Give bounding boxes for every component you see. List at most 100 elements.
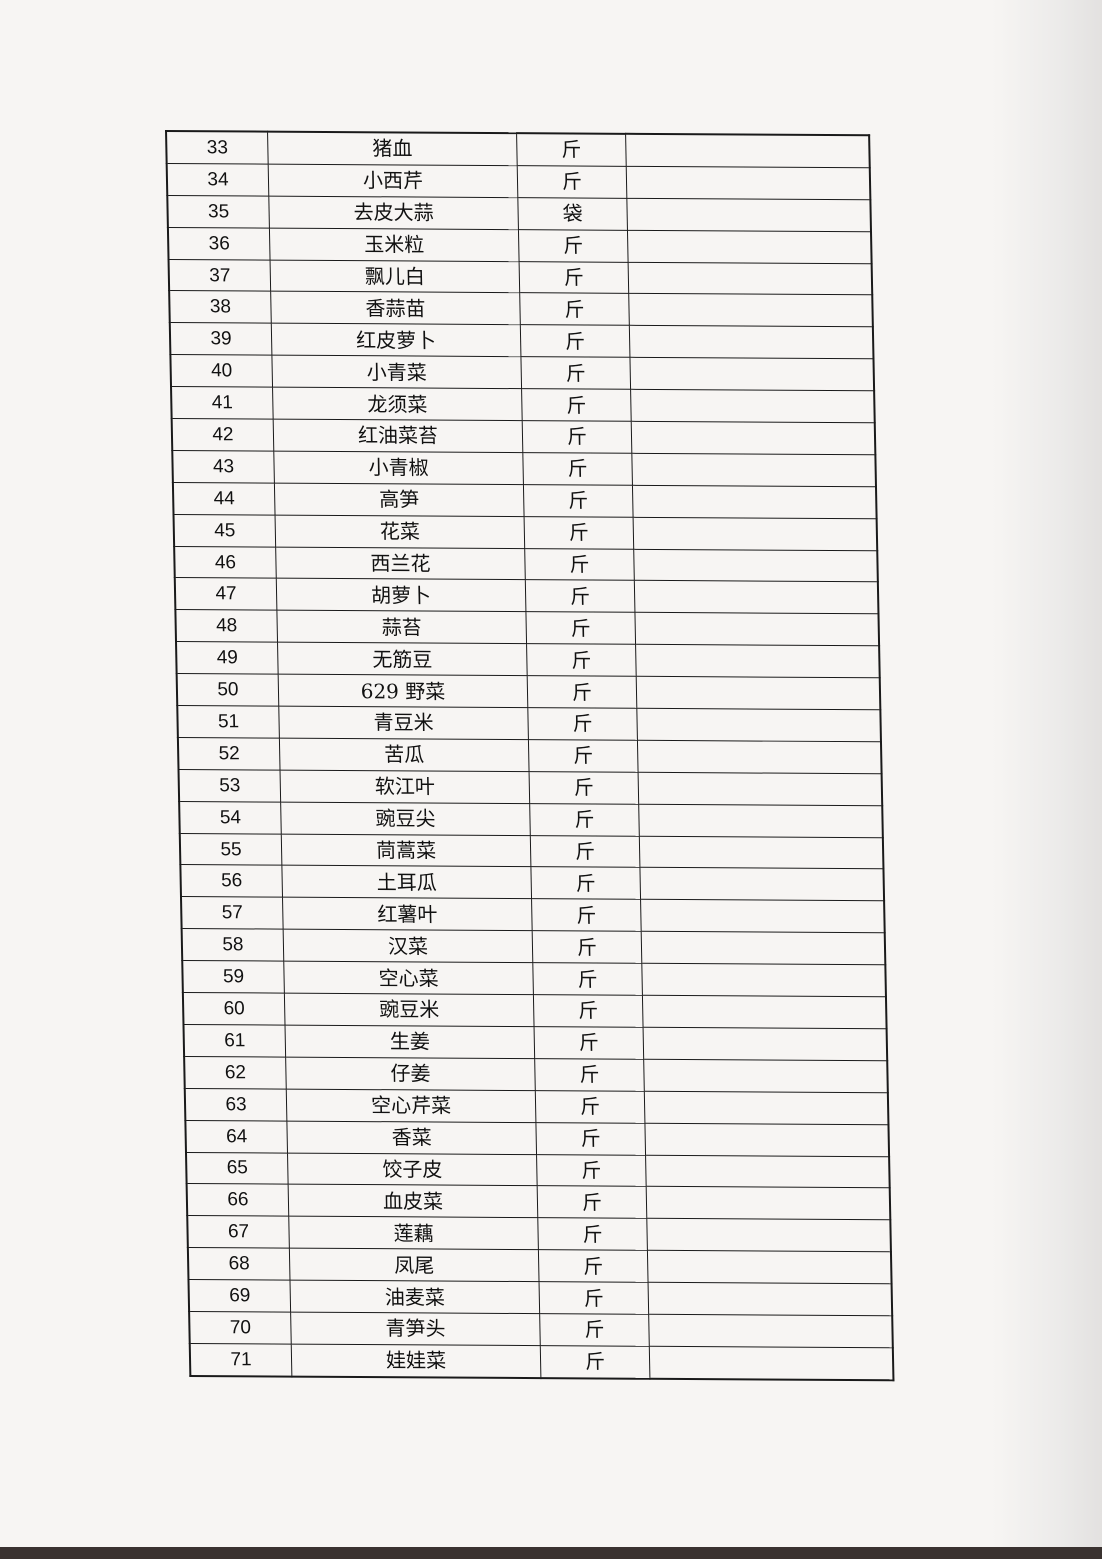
- item-name: 空心芹菜: [286, 1088, 536, 1123]
- row-number: 69: [188, 1279, 291, 1313]
- row-number: 44: [172, 482, 276, 515]
- item-name: 凤尾: [289, 1248, 540, 1282]
- item-name: 茼蒿菜: [281, 833, 531, 868]
- table-row: 39 红皮萝卜斤: [169, 322, 874, 360]
- item-name: 油麦菜: [289, 1280, 540, 1314]
- row-number: 40: [170, 354, 273, 388]
- item-note: [635, 644, 880, 678]
- row-number: 37: [168, 259, 271, 292]
- item-unit: 斤: [534, 1026, 644, 1060]
- table-row: 49 无筋豆斤: [176, 641, 880, 678]
- row-number: 47: [174, 577, 277, 611]
- row-number: 39: [169, 322, 272, 356]
- table-row: 62 仔姜斤: [184, 1056, 888, 1093]
- table-row: 59 空心菜斤: [182, 960, 886, 997]
- item-name: 苦瓜: [279, 738, 530, 772]
- row-number: 38: [169, 290, 272, 324]
- row-number: 55: [179, 833, 282, 866]
- item-note: [633, 548, 878, 583]
- item-note: [637, 740, 882, 774]
- row-number: 52: [177, 737, 281, 770]
- item-unit: 斤: [529, 771, 639, 805]
- row-number: 60: [182, 992, 286, 1026]
- item-name: 胡萝卜: [276, 578, 526, 612]
- item-unit: 斤: [518, 229, 629, 262]
- item-note: [641, 963, 886, 997]
- item-note: [644, 1122, 890, 1157]
- item-unit: 斤: [530, 867, 641, 900]
- item-note: [626, 198, 871, 232]
- item-unit: 斤: [532, 962, 643, 996]
- table-row: 41 龙须菜斤: [171, 386, 875, 423]
- item-note: [627, 229, 872, 264]
- item-name: 娃娃菜: [291, 1343, 541, 1378]
- item-unit: 斤: [540, 1345, 650, 1379]
- item-note: [630, 389, 875, 423]
- paper-shadow-right: [992, 0, 1102, 1559]
- row-number: 41: [171, 386, 274, 420]
- item-note: [642, 995, 887, 1029]
- row-number: 53: [178, 769, 281, 802]
- item-unit: 斤: [534, 1058, 645, 1092]
- table-row: 45 花菜斤: [173, 514, 878, 551]
- item-note: [638, 772, 883, 806]
- table-row: 38 香蒜苗斤: [169, 290, 873, 328]
- scan-edge-bottom: [0, 1547, 1102, 1559]
- table-row: 66 血皮菜斤: [186, 1183, 891, 1221]
- item-note: [634, 612, 880, 647]
- row-number: 57: [180, 896, 284, 930]
- vegetable-list-table: 33 猪血斤 34 小西芹斤 35 去皮大蒜袋 36 玉米粒斤 37 飘儿白斤 38 香蒜苗斤 39 红皮…: [165, 130, 895, 1382]
- row-number: 42: [171, 418, 274, 452]
- item-name: 飘儿白: [270, 259, 520, 294]
- table-row: 36 玉米粒斤: [167, 227, 872, 264]
- item-unit: 斤: [526, 643, 637, 677]
- item-name: 去皮大蒜: [268, 195, 519, 230]
- item-unit: 斤: [536, 1154, 647, 1187]
- item-note: [646, 1186, 891, 1221]
- row-number: 66: [186, 1183, 289, 1217]
- item-note: [639, 835, 884, 870]
- item-name: 高笋: [274, 482, 525, 517]
- item-note: [626, 166, 871, 200]
- item-name: 青笋头: [290, 1312, 541, 1346]
- item-unit: 斤: [519, 293, 630, 326]
- item-note: [629, 325, 874, 360]
- table-row: 52 苦瓜斤: [177, 737, 882, 774]
- item-note: [643, 1027, 888, 1061]
- table-row: 67 莲藕斤: [187, 1215, 891, 1252]
- item-name: 饺子皮: [287, 1152, 538, 1187]
- item-note: [641, 931, 886, 965]
- item-unit: 斤: [521, 388, 632, 422]
- table-row: 60 豌豆米斤: [182, 992, 887, 1029]
- table-row: 56 土耳瓜斤: [180, 864, 885, 902]
- table-row: 44 高笋斤: [172, 482, 877, 519]
- row-number: 54: [179, 801, 282, 834]
- item-name: 龙须菜: [272, 387, 523, 421]
- item-name: 血皮菜: [288, 1184, 538, 1218]
- item-note: [636, 676, 881, 710]
- item-unit: 斤: [519, 261, 629, 294]
- item-unit: 斤: [523, 484, 634, 517]
- item-note: [633, 516, 878, 551]
- row-number: 65: [185, 1151, 289, 1185]
- table-row: 61 生姜斤: [183, 1024, 888, 1061]
- table-row: 43 小青椒斤: [172, 450, 876, 487]
- item-name: 蒜苔: [276, 610, 527, 644]
- item-name: 土耳瓜: [281, 865, 532, 900]
- row-number: 63: [184, 1088, 287, 1121]
- item-unit: 斤: [529, 803, 640, 836]
- item-unit: 斤: [538, 1249, 649, 1283]
- item-note: [628, 293, 873, 328]
- item-note: [636, 708, 881, 742]
- row-number: 64: [185, 1120, 288, 1153]
- item-name: 香菜: [286, 1120, 537, 1155]
- item-note: [645, 1154, 890, 1189]
- item-name: 青豆米: [278, 706, 529, 740]
- item-unit: 斤: [528, 739, 639, 773]
- row-number: 49: [176, 641, 279, 675]
- item-note: [638, 804, 883, 838]
- item-name: 软江叶: [280, 769, 530, 804]
- item-name: 小青菜: [271, 355, 522, 389]
- item-name: 花菜: [275, 514, 525, 549]
- item-note: [639, 867, 885, 902]
